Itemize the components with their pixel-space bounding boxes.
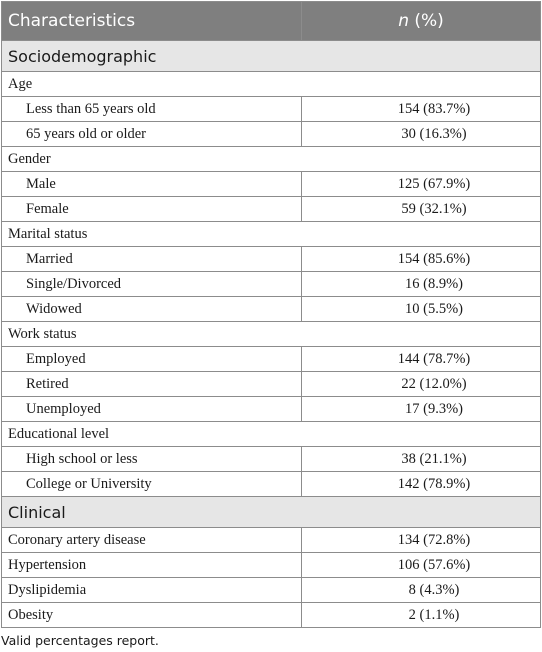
table-header-row: Characteristics n (%) bbox=[1, 1, 541, 41]
row-label: Married bbox=[1, 246, 302, 272]
row-value: 125 (67.9%) bbox=[301, 171, 541, 197]
table-row: Dyslipidemia 8 (4.3%) bbox=[1, 577, 541, 603]
row-label: Dyslipidemia bbox=[1, 577, 302, 603]
row-value: 144 (78.7%) bbox=[301, 346, 541, 372]
header-n-percent: n (%) bbox=[301, 1, 541, 41]
section-title: Clinical bbox=[1, 496, 541, 528]
row-label: Unemployed bbox=[1, 396, 302, 422]
row-label: Hypertension bbox=[1, 552, 302, 578]
row-label: Retired bbox=[1, 371, 302, 397]
group-label: Gender bbox=[1, 146, 541, 172]
group-row-gender: Gender bbox=[1, 146, 541, 172]
row-label: Less than 65 years old bbox=[1, 96, 302, 122]
characteristics-table: Characteristics n (%) Sociodemographic A… bbox=[1, 1, 541, 628]
row-label: Female bbox=[1, 196, 302, 222]
table-row: Obesity 2 (1.1%) bbox=[1, 602, 541, 628]
row-value: 134 (72.8%) bbox=[301, 527, 541, 553]
row-value: 16 (8.9%) bbox=[301, 271, 541, 297]
row-label: 65 years old or older bbox=[1, 121, 302, 147]
table-row: Single/Divorced 16 (8.9%) bbox=[1, 271, 541, 297]
row-value: 154 (85.6%) bbox=[301, 246, 541, 272]
row-value: 30 (16.3%) bbox=[301, 121, 541, 147]
table-row: Employed 144 (78.7%) bbox=[1, 346, 541, 372]
header-percent-symbol: (%) bbox=[408, 11, 444, 31]
row-label: College or University bbox=[1, 471, 302, 497]
table-row: College or University 142 (78.9%) bbox=[1, 471, 541, 497]
group-label: Marital status bbox=[1, 221, 541, 247]
row-value: 59 (32.1%) bbox=[301, 196, 541, 222]
row-value: 2 (1.1%) bbox=[301, 602, 541, 628]
row-label: Obesity bbox=[1, 602, 302, 628]
section-row-sociodemographic: Sociodemographic bbox=[1, 40, 541, 72]
table-row: Widowed 10 (5.5%) bbox=[1, 296, 541, 322]
row-label: Single/Divorced bbox=[1, 271, 302, 297]
table-row: Married 154 (85.6%) bbox=[1, 246, 541, 272]
row-label: Employed bbox=[1, 346, 302, 372]
row-value: 38 (21.1%) bbox=[301, 446, 541, 472]
section-title: Sociodemographic bbox=[1, 40, 541, 72]
table-row: Unemployed 17 (9.3%) bbox=[1, 396, 541, 422]
group-label: Age bbox=[1, 71, 541, 97]
table-row: High school or less 38 (21.1%) bbox=[1, 446, 541, 472]
row-value: 106 (57.6%) bbox=[301, 552, 541, 578]
row-label: Male bbox=[1, 171, 302, 197]
table-footnote: Valid percentages report. bbox=[1, 633, 159, 648]
row-label: Coronary artery disease bbox=[1, 527, 302, 553]
table-row: Coronary artery disease 134 (72.8%) bbox=[1, 527, 541, 553]
group-row-marital-status: Marital status bbox=[1, 221, 541, 247]
group-label: Work status bbox=[1, 321, 541, 347]
table-row: Hypertension 106 (57.6%) bbox=[1, 552, 541, 578]
row-value: 17 (9.3%) bbox=[301, 396, 541, 422]
row-value: 154 (83.7%) bbox=[301, 96, 541, 122]
row-label: Widowed bbox=[1, 296, 302, 322]
table-row: Less than 65 years old 154 (83.7%) bbox=[1, 96, 541, 122]
header-characteristics: Characteristics bbox=[1, 1, 302, 41]
row-value: 142 (78.9%) bbox=[301, 471, 541, 497]
group-label: Educational level bbox=[1, 421, 541, 447]
table-row: 65 years old or older 30 (16.3%) bbox=[1, 121, 541, 147]
section-row-clinical: Clinical bbox=[1, 496, 541, 528]
row-label: High school or less bbox=[1, 446, 302, 472]
row-value: 8 (4.3%) bbox=[301, 577, 541, 603]
table-row: Retired 22 (12.0%) bbox=[1, 371, 541, 397]
group-row-work-status: Work status bbox=[1, 321, 541, 347]
header-n-symbol: n bbox=[398, 11, 409, 31]
row-value: 22 (12.0%) bbox=[301, 371, 541, 397]
table-row: Female 59 (32.1%) bbox=[1, 196, 541, 222]
group-row-educational-level: Educational level bbox=[1, 421, 541, 447]
group-row-age: Age bbox=[1, 71, 541, 97]
table-row: Male 125 (67.9%) bbox=[1, 171, 541, 197]
row-value: 10 (5.5%) bbox=[301, 296, 541, 322]
